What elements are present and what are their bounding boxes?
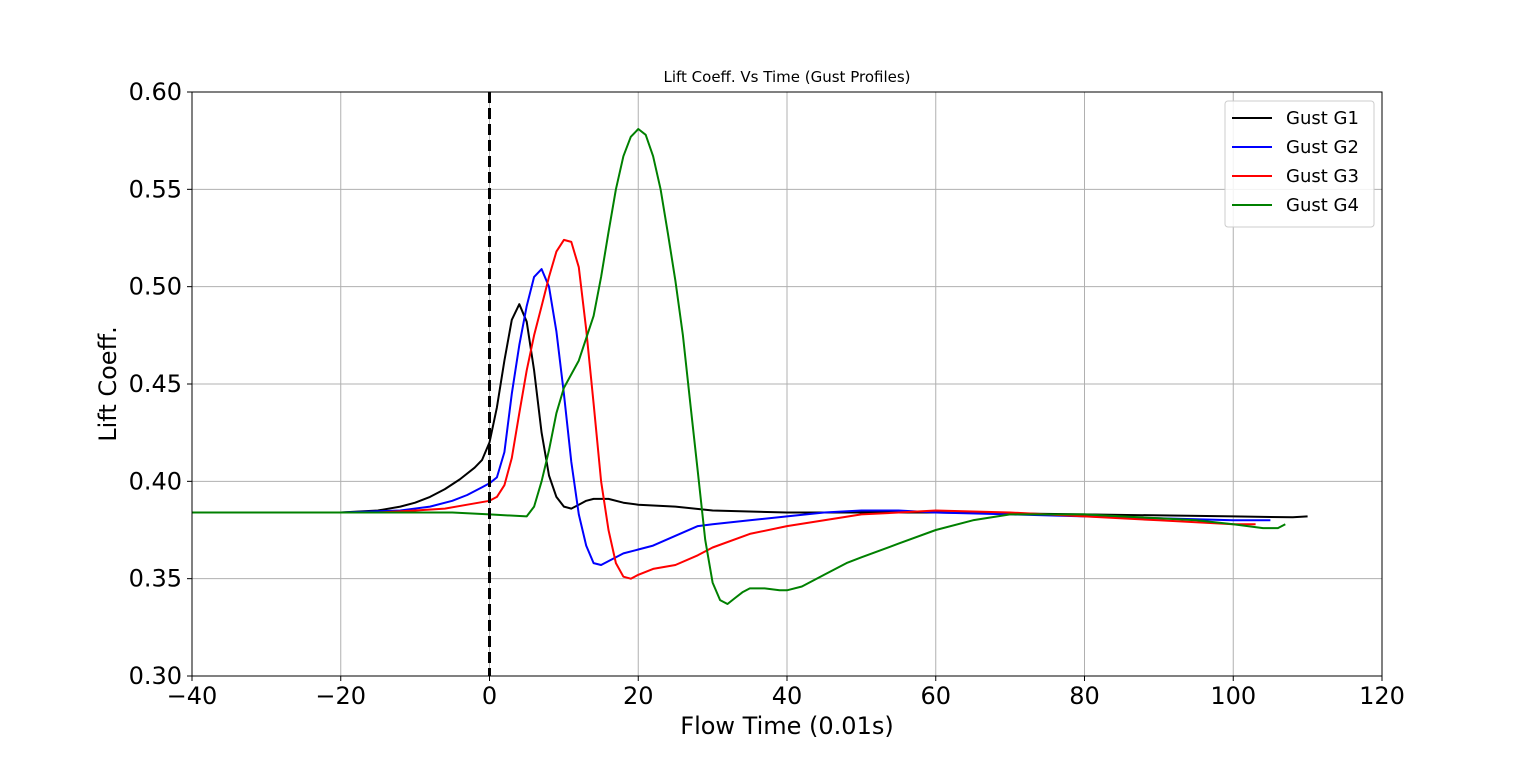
chart-title: Lift Coeff. Vs Time (Gust Profiles) bbox=[663, 68, 910, 86]
x-tick-label: 40 bbox=[772, 682, 803, 710]
x-tick-label: 80 bbox=[1069, 682, 1100, 710]
series-line-g3 bbox=[192, 238, 1256, 580]
series-lines bbox=[192, 128, 1308, 605]
series-line-g2 bbox=[192, 268, 1271, 566]
y-tick-label: 0.30 bbox=[129, 662, 182, 690]
y-tick-label: 0.45 bbox=[129, 370, 182, 398]
x-tick-label: 120 bbox=[1359, 682, 1405, 710]
x-axis-label: Flow Time (0.01s) bbox=[680, 712, 893, 740]
x-tick-label: 60 bbox=[920, 682, 951, 710]
y-tick-label: 0.40 bbox=[129, 467, 182, 495]
x-tick-label: 20 bbox=[623, 682, 654, 710]
y-tick-label: 0.55 bbox=[129, 175, 182, 203]
x-tick-label: −20 bbox=[315, 682, 366, 710]
legend-label: Gust G3 bbox=[1286, 166, 1359, 187]
axis-ticks: −40 −20 0 20 40 60 80 100 120 0.30 0.35 0.40 0.45 0.5… bbox=[129, 78, 1405, 710]
y-tick-label: 0.35 bbox=[129, 565, 182, 593]
legend-label: Gust G4 bbox=[1286, 195, 1359, 216]
y-tick-label: 0.50 bbox=[129, 273, 182, 301]
x-tick-label: 100 bbox=[1210, 682, 1256, 710]
x-tick-label: 0 bbox=[482, 682, 497, 710]
y-axis-label: Lift Coeff. bbox=[94, 326, 122, 441]
legend-box bbox=[1224, 100, 1375, 228]
legend-label: Gust G2 bbox=[1286, 137, 1359, 158]
series-line-g1 bbox=[192, 303, 1308, 519]
legend-label: Gust G1 bbox=[1286, 108, 1359, 129]
grid-lines bbox=[191, 91, 1383, 677]
x-tick-label: −40 bbox=[167, 682, 218, 710]
y-tick-label: 0.60 bbox=[129, 78, 182, 106]
legend: Gust G1 Gust G2 Gust G3 Gust G4 bbox=[1224, 100, 1375, 228]
series-line-g4 bbox=[192, 128, 1286, 605]
